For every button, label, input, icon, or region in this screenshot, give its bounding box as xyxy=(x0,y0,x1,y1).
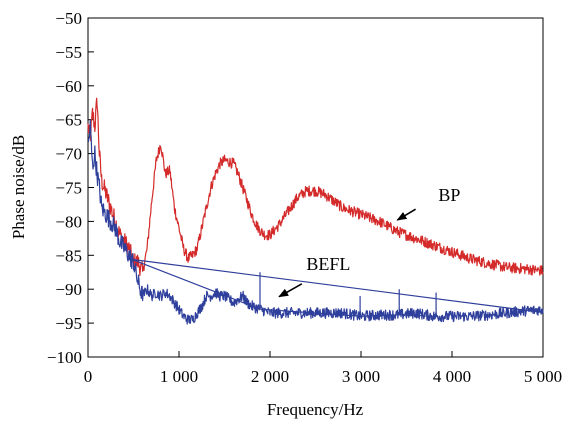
y-tick-label: −90 xyxy=(55,280,82,299)
y-tick-label: −80 xyxy=(55,212,82,231)
y-tick-label: −85 xyxy=(55,246,82,265)
plot-area xyxy=(87,17,544,358)
y-tick-label: −70 xyxy=(55,145,82,164)
y-tick-label: −60 xyxy=(55,77,82,96)
y-tick-label: −100 xyxy=(47,348,82,367)
annotation-label: BP xyxy=(438,185,460,205)
y-axis-title: Phase noise/dB xyxy=(9,135,28,239)
annotation-layer: BP BEFL xyxy=(278,185,460,298)
y-tick-label: −65 xyxy=(55,111,82,130)
y-axis: −100 −95 −90 −85 −80 −75 −70 −65 −60 −55 −50 xyxy=(47,9,94,367)
series-line-bp xyxy=(87,97,544,277)
x-tick-label: 4 000 xyxy=(433,367,471,386)
x-tick-label: 1 000 xyxy=(160,367,198,386)
x-tick-label: 5 000 xyxy=(524,367,562,386)
y-tick-label: −55 xyxy=(55,43,82,62)
y-tick-label: −75 xyxy=(55,179,82,198)
x-axis-title: Frequency/Hz xyxy=(267,400,364,419)
annotation-label: BEFL xyxy=(306,254,350,274)
series-layer xyxy=(87,97,544,325)
annotation-arrow xyxy=(278,283,303,298)
x-tick-label: 2 000 xyxy=(251,367,289,386)
y-tick-label: −50 xyxy=(55,9,82,28)
x-tick-label: 0 xyxy=(84,367,93,386)
annotation-arrow xyxy=(396,208,417,221)
series-line-befl xyxy=(87,119,544,325)
y-tick-label: −95 xyxy=(55,314,82,333)
x-tick-label: 3 000 xyxy=(342,367,380,386)
x-axis: 0 1 000 2 000 3 000 4 000 5 000 xyxy=(84,351,562,386)
